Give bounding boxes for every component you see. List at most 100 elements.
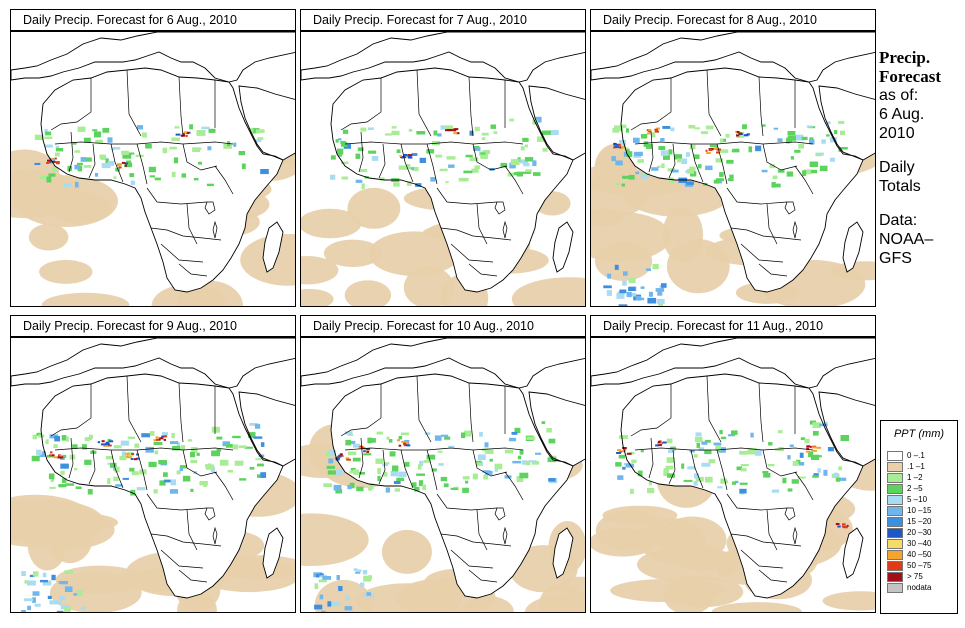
rain-cell xyxy=(514,427,521,434)
rain-cell xyxy=(337,148,344,155)
legend-label: .1 –1 xyxy=(907,462,925,471)
rain-cell xyxy=(519,472,529,479)
country-border xyxy=(766,203,778,245)
storm-cell xyxy=(77,590,83,597)
drizzle-area xyxy=(11,500,105,545)
rain-cell xyxy=(696,442,700,448)
rain-cell xyxy=(260,472,267,478)
rain-cell xyxy=(377,475,381,482)
storm-cell xyxy=(51,574,56,581)
rain-cell xyxy=(615,160,623,166)
forecast-panel-aug-10: Daily Precip. Forecast for 10 Aug., 2010 xyxy=(300,315,586,613)
heavy-rain-cell xyxy=(407,154,413,157)
rain-cell xyxy=(813,431,819,436)
heavy-rain-cell xyxy=(339,453,343,456)
rain-cell xyxy=(541,421,546,424)
storm-cell xyxy=(366,592,371,596)
drizzle-area xyxy=(11,149,60,199)
rain-cell xyxy=(367,437,372,444)
rain-cell xyxy=(44,136,53,140)
country-border xyxy=(160,243,204,263)
rain-cell xyxy=(761,124,766,127)
rain-cell xyxy=(769,164,776,169)
europe-landmass xyxy=(11,32,295,82)
rain-cell xyxy=(734,480,739,484)
rain-cell xyxy=(181,173,187,178)
lake xyxy=(502,526,508,545)
rain-cell xyxy=(39,175,48,179)
heavy-rain-cell xyxy=(816,446,822,449)
heavy-rain-cell xyxy=(186,132,189,135)
heavy-rain-cell xyxy=(658,444,662,447)
rain-cell xyxy=(812,422,821,428)
rain-cell xyxy=(148,166,156,173)
rain-cell xyxy=(683,479,693,482)
rain-cell xyxy=(359,472,366,475)
rain-cell xyxy=(750,432,754,438)
rain-cell xyxy=(49,486,56,489)
country-border xyxy=(758,569,788,583)
rain-cell xyxy=(437,133,442,137)
rain-cell xyxy=(715,178,724,182)
storm-cell xyxy=(605,274,609,277)
country-border xyxy=(634,447,814,451)
rain-cell xyxy=(736,466,742,471)
drizzle-area xyxy=(41,292,130,306)
heavy-rain-cell xyxy=(49,454,52,457)
country-border xyxy=(730,227,802,241)
rain-cell xyxy=(701,462,711,467)
rain-cell xyxy=(667,473,675,478)
drizzle-area xyxy=(45,192,113,223)
country-border xyxy=(182,143,218,171)
legend-item: 15 –20 xyxy=(887,517,953,527)
rain-cell xyxy=(238,445,247,449)
rain-cell xyxy=(445,181,449,184)
rain-cell xyxy=(517,455,522,460)
storm-cell xyxy=(60,581,68,585)
rain-cell xyxy=(211,426,220,433)
rain-cell xyxy=(485,471,493,475)
country-border xyxy=(88,449,96,485)
heavy-rain-cell xyxy=(49,161,52,164)
rain-cell xyxy=(771,182,776,188)
storm-cell xyxy=(360,582,365,587)
rain-cell xyxy=(445,125,453,130)
lake xyxy=(792,526,798,545)
storm-cell xyxy=(321,610,326,612)
rain-cell xyxy=(629,451,635,455)
legend-item: > 75 xyxy=(887,572,953,582)
europe-landmass xyxy=(591,338,875,388)
heavy-rain-cell xyxy=(654,130,660,133)
heavy-rain-cell xyxy=(455,132,460,135)
rain-cell xyxy=(129,467,135,472)
rain-cell xyxy=(510,159,520,166)
lake xyxy=(204,507,216,521)
storm-cell xyxy=(47,595,52,599)
rain-cell xyxy=(633,137,640,143)
storm-cell xyxy=(64,570,74,574)
rain-cell xyxy=(341,176,349,180)
rain-cell xyxy=(461,432,466,439)
rain-cell xyxy=(176,442,180,447)
info-data-label: Data: xyxy=(879,212,918,229)
heavy-rain-cell xyxy=(346,458,351,461)
rain-cell xyxy=(254,424,261,429)
rain-cell xyxy=(817,468,821,473)
legend-label: 15 –20 xyxy=(907,517,932,526)
rain-cell xyxy=(637,470,643,477)
rain-cell xyxy=(808,451,814,458)
rain-cell xyxy=(804,169,812,175)
rain-cell xyxy=(660,150,669,156)
rain-cell xyxy=(198,161,202,165)
drizzle-area xyxy=(711,602,803,612)
rain-cell xyxy=(357,147,364,152)
coastline xyxy=(262,527,284,579)
rain-cell xyxy=(61,454,67,458)
rain-cell xyxy=(665,465,674,470)
heavy-rain-cell xyxy=(175,133,181,136)
rain-cell xyxy=(719,149,729,153)
madagascar-landmass xyxy=(843,528,863,578)
rain-cell xyxy=(448,164,455,168)
storm-cell xyxy=(24,598,33,602)
rain-cell xyxy=(408,128,413,132)
